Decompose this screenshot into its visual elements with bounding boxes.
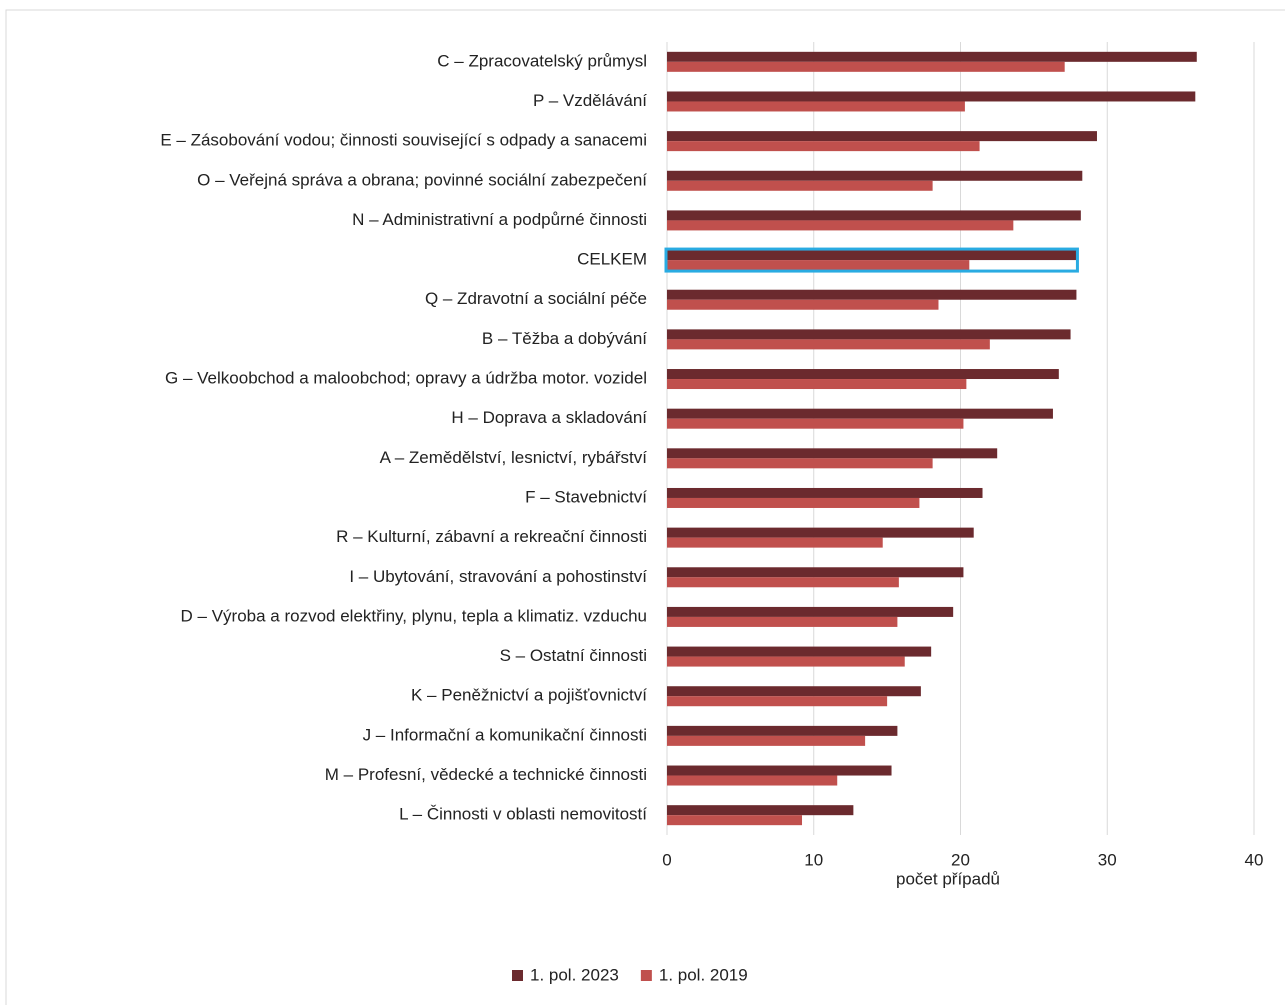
bar	[667, 369, 1059, 380]
bar	[667, 725, 898, 736]
y-tick-label: D – Výroba a rozvod elektřiny, plynu, te…	[181, 606, 647, 625]
bar	[667, 91, 1196, 102]
bar	[667, 51, 1197, 62]
y-tick-label: G – Velkoobchod a maloobchod; opravy a ú…	[165, 369, 647, 388]
y-tick-label: C – Zpracovatelský průmysl	[437, 51, 647, 70]
bar	[667, 567, 964, 578]
bar	[667, 646, 932, 657]
bar	[667, 220, 1014, 231]
bar	[667, 379, 967, 390]
y-tick-label: L – Činnosti v oblasti nemovitostí	[399, 805, 647, 824]
x-axis-label: počet případů	[896, 869, 1000, 888]
bar	[667, 458, 933, 469]
bar	[667, 289, 1077, 300]
y-tick-label: P – Vzdělávání	[533, 91, 647, 110]
bar	[667, 339, 990, 350]
bar	[667, 487, 983, 498]
x-tick-label: 10	[804, 850, 823, 869]
bar	[667, 131, 1097, 142]
bar	[667, 418, 964, 429]
legend-label: 1. pol. 2023	[530, 965, 619, 984]
y-tick-label: I – Ubytování, stravování a pohostinství	[349, 567, 647, 586]
y-tick-label: E – Zásobování vodou; činnosti souvisejí…	[160, 131, 647, 150]
bar	[667, 606, 954, 617]
highlight-box	[664, 247, 1079, 273]
bar	[667, 408, 1053, 419]
bar	[667, 616, 898, 627]
y-tick-label: A – Zemědělství, lesnictví, rybářství	[380, 448, 648, 467]
bar	[667, 765, 892, 776]
y-tick-label: O – Veřejná správa a obrana; povinné soc…	[197, 170, 647, 189]
bar	[667, 260, 970, 271]
y-tick-label: Q – Zdravotní a sociální péče	[425, 289, 647, 308]
y-tick-label: N – Administrativní a podpůrné činnosti	[352, 210, 647, 229]
y-tick-label: B – Těžba a dobývání	[482, 329, 647, 348]
y-tick-label: CELKEM	[577, 250, 647, 269]
x-tick-label: 0	[662, 850, 671, 869]
bar	[667, 656, 905, 667]
bar	[667, 250, 1077, 261]
bar	[667, 686, 921, 697]
bar	[667, 696, 888, 707]
chart-frame	[5, 9, 1285, 1005]
bar	[667, 815, 803, 826]
bar	[667, 448, 998, 459]
legend-swatch	[512, 970, 523, 981]
bar	[667, 210, 1081, 221]
bar	[667, 61, 1065, 72]
x-tick-label: 20	[951, 850, 970, 869]
legend-swatch	[640, 970, 652, 981]
bar	[667, 527, 974, 538]
y-tick-label: K – Peněžnictví a pojišťovnictví	[411, 686, 647, 705]
y-tick-label: M – Profesní, vědecké a technické činnos…	[325, 765, 647, 784]
x-tick-label: 30	[1098, 850, 1117, 869]
bar	[667, 141, 980, 152]
bar	[667, 299, 939, 310]
y-tick-label: R – Kulturní, zábavní a rekreační činnos…	[336, 527, 647, 546]
legend-label: 1. pol. 2019	[659, 965, 748, 984]
bar	[667, 577, 899, 588]
bar	[667, 329, 1071, 340]
y-tick-label: H – Doprava a skladování	[451, 408, 647, 427]
y-tick-label: J – Informační a komunikační činnosti	[363, 725, 647, 744]
bar	[667, 170, 1083, 181]
bar	[667, 180, 933, 191]
bar	[667, 497, 920, 508]
bar	[667, 537, 883, 548]
y-tick-label: S – Ostatní činnosti	[500, 646, 647, 665]
bar	[667, 735, 866, 746]
x-tick-label: 40	[1245, 850, 1264, 869]
y-tick-label: F – Stavebnictví	[525, 487, 647, 506]
bar	[667, 101, 965, 112]
bar	[667, 775, 838, 786]
bar	[667, 805, 854, 816]
